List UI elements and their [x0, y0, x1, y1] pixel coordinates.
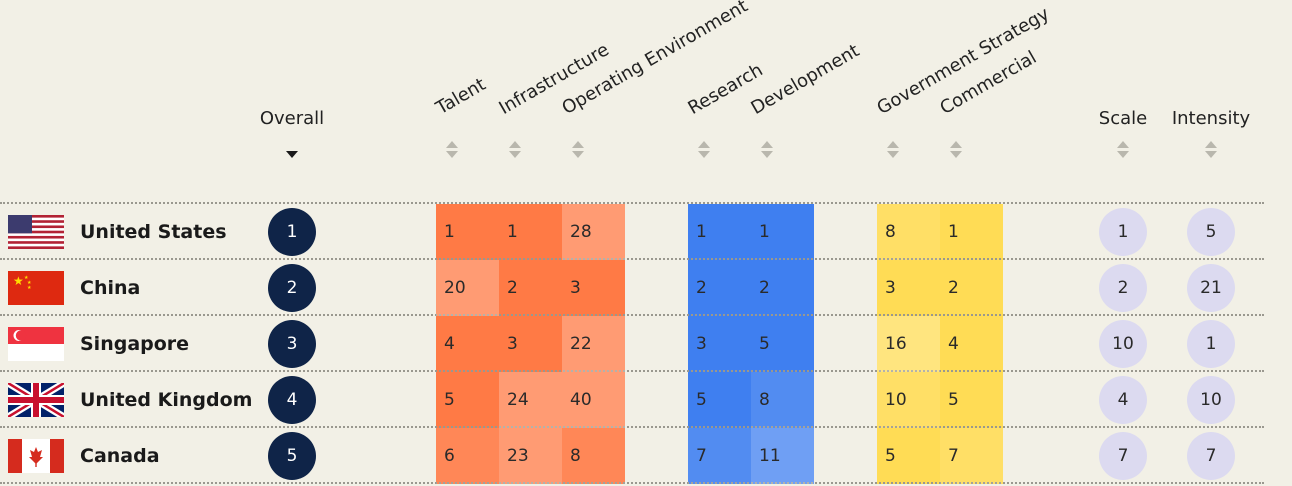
- column-header-overall[interactable]: Overall: [259, 108, 325, 129]
- sort-infrastructure-icon[interactable]: [509, 141, 521, 161]
- sort-operating-environment-icon[interactable]: [572, 141, 584, 161]
- cell-infrastructure: 23: [499, 428, 562, 484]
- overall-rank-badge: 5: [268, 432, 316, 480]
- cell-infrastructure: 2: [507, 278, 518, 298]
- us-flag-icon: [8, 215, 64, 249]
- cell-talent: 1: [444, 222, 455, 242]
- cell-talent: 5: [444, 390, 455, 410]
- svg-text:★: ★: [24, 275, 29, 281]
- table-row[interactable]: Singapore 3 4 3 22 3 5 16 4 10 1: [0, 316, 1264, 372]
- country-name[interactable]: United Kingdom: [80, 389, 253, 411]
- cell-talent: 6: [436, 428, 499, 484]
- cell-government-strategy: 8: [877, 204, 940, 260]
- sort-commercial-icon[interactable]: [950, 141, 962, 161]
- country-name[interactable]: United States: [80, 221, 227, 243]
- rank-badge-scale: 2: [1099, 264, 1147, 312]
- overall-rank-badge: 4: [268, 376, 316, 424]
- cell-government-strategy: 10: [877, 372, 940, 428]
- country-name[interactable]: Canada: [80, 445, 160, 467]
- table-row[interactable]: United States 1 1 1 28 1 1 8 1 1 5: [0, 204, 1264, 260]
- band-investment: [877, 204, 1003, 484]
- cell-commercial: 4: [948, 334, 959, 354]
- sort-government-strategy-icon[interactable]: [887, 141, 899, 161]
- cell-operating-environment: 22: [562, 316, 625, 372]
- cell-talent: 4: [444, 334, 455, 354]
- cell-commercial: 7: [940, 428, 1003, 484]
- sort-talent-icon[interactable]: [446, 141, 458, 161]
- cell-research: 5: [696, 390, 707, 410]
- column-header-scale[interactable]: Scale: [1098, 108, 1148, 129]
- cell-government-strategy: 16: [877, 316, 940, 372]
- rank-badge-scale: 1: [1099, 208, 1147, 256]
- column-header-development[interactable]: Development: [747, 40, 863, 120]
- row-separator: [0, 258, 1264, 260]
- table-row[interactable]: ★ ★ ★ ★ China 2 20 2 3 2 2 3 2 2 21: [0, 260, 1264, 316]
- cell-talent: 20: [436, 260, 499, 316]
- svg-text:★: ★: [13, 274, 24, 288]
- rank-badge-scale: 7: [1099, 432, 1147, 480]
- rank-badge-scale: 10: [1099, 320, 1147, 368]
- sort-research-icon[interactable]: [698, 141, 710, 161]
- cell-development: 8: [751, 372, 814, 428]
- svg-text:★: ★: [27, 280, 32, 286]
- column-header-talent[interactable]: Talent: [432, 74, 490, 119]
- row-separator: [0, 202, 1264, 204]
- cell-government-strategy: 3: [885, 278, 896, 298]
- cell-commercial: 2: [948, 278, 959, 298]
- table-row[interactable]: United Kingdom 4 5 24 40 5 8 10 5 4 10: [0, 372, 1264, 428]
- sg-flag-icon: [8, 327, 64, 361]
- cell-operating-environment: 28: [562, 204, 625, 260]
- country-name[interactable]: China: [80, 277, 141, 299]
- cell-research: 2: [696, 278, 707, 298]
- overall-rank-badge: 3: [268, 320, 316, 368]
- cell-research: 3: [696, 334, 707, 354]
- overall-rank-badge: 2: [268, 264, 316, 312]
- table-row[interactable]: Canada 5 6 23 8 7 11 5 7 7 7: [0, 428, 1264, 484]
- cell-research: 1: [696, 222, 707, 242]
- row-separator: [0, 314, 1264, 316]
- sort-scale-icon[interactable]: [1117, 141, 1129, 161]
- svg-text:★: ★: [27, 285, 32, 291]
- cell-commercial: 1: [948, 222, 959, 242]
- rank-badge-intensity: 7: [1187, 432, 1235, 480]
- cell-operating-environment: 8: [562, 428, 625, 484]
- rank-badge-intensity: 21: [1187, 264, 1235, 312]
- cell-operating-environment: 3: [570, 278, 581, 298]
- row-separator: [0, 426, 1264, 428]
- ca-flag-icon: [8, 439, 64, 473]
- cell-development: 11: [751, 428, 814, 484]
- uk-flag-icon: [8, 383, 64, 417]
- band-innovation: [688, 204, 814, 484]
- cell-operating-environment: 40: [562, 372, 625, 428]
- rank-badge-intensity: 10: [1187, 376, 1235, 424]
- row-separator: [0, 370, 1264, 372]
- sort-intensity-icon[interactable]: [1205, 141, 1217, 161]
- cell-commercial: 5: [948, 390, 959, 410]
- cell-development: 2: [759, 278, 770, 298]
- band-implementation: [436, 204, 625, 484]
- cell-development: 1: [759, 222, 770, 242]
- overall-rank-badge: 1: [268, 208, 316, 256]
- cell-development: 5: [759, 334, 770, 354]
- cell-infrastructure: 1: [507, 222, 518, 242]
- rank-badge-intensity: 5: [1187, 208, 1235, 256]
- cell-infrastructure: 3: [507, 334, 518, 354]
- cn-flag-icon: ★ ★ ★ ★: [8, 271, 64, 305]
- sort-overall-icon[interactable]: [286, 141, 298, 161]
- sort-development-icon[interactable]: [761, 141, 773, 161]
- rank-badge-scale: 4: [1099, 376, 1147, 424]
- rank-badge-intensity: 1: [1187, 320, 1235, 368]
- cell-infrastructure: 24: [499, 372, 562, 428]
- country-name[interactable]: Singapore: [80, 333, 190, 355]
- column-header-intensity[interactable]: Intensity: [1171, 108, 1251, 129]
- row-separator: [0, 482, 1264, 484]
- cell-research: 7: [688, 428, 751, 484]
- cell-government-strategy: 5: [885, 446, 896, 466]
